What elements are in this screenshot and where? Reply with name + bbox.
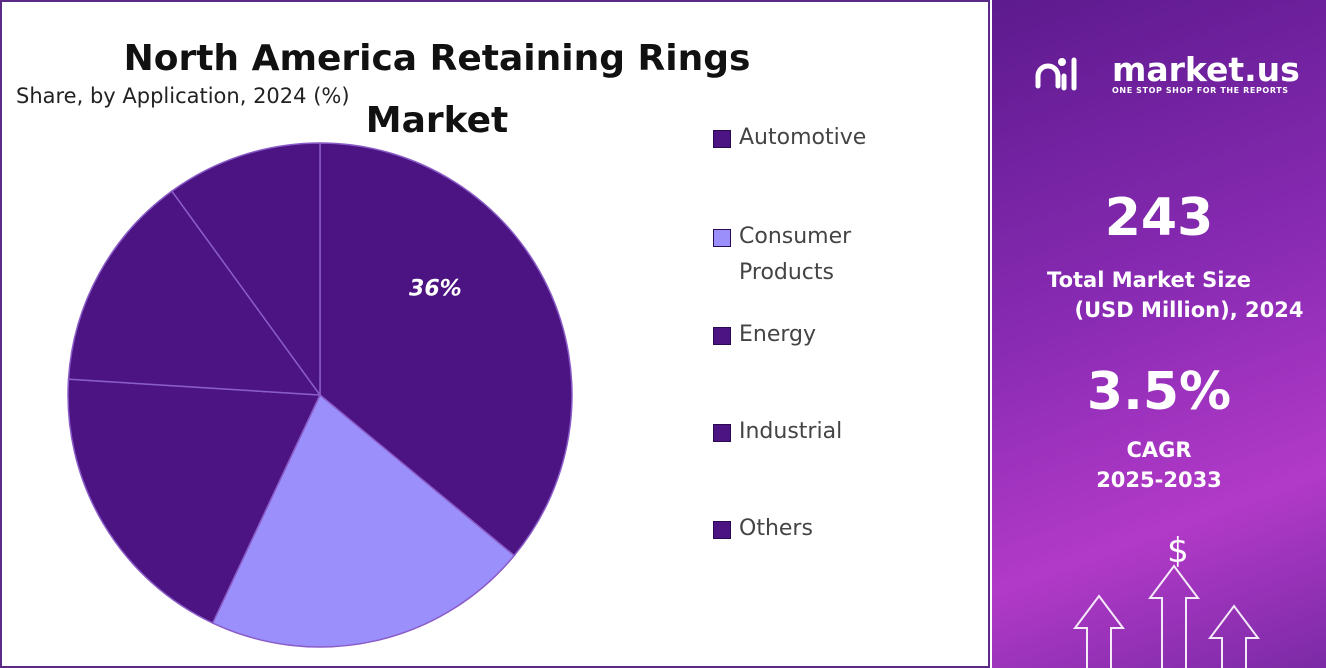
- market-size-label: Total Market Size: [1047, 268, 1251, 292]
- pie-slice: [67, 378, 322, 625]
- data-label: 36%: [409, 277, 462, 302]
- legend-label: Others: [739, 516, 813, 541]
- pie-slice: [319, 142, 573, 557]
- legend-swatch: [713, 327, 731, 345]
- legend-label: Energy: [739, 322, 817, 347]
- brand: market.us: [1112, 50, 1300, 89]
- cagr-label: 2025-2033: [1096, 468, 1222, 492]
- pie-slice: [67, 190, 322, 396]
- cagr-label: CAGR: [1126, 438, 1192, 462]
- decoration: $: [1035, 57, 1260, 668]
- side-panel: $ market.us ONE STOP SHOP FOR THE REPORT…: [992, 0, 1326, 668]
- cagr: 3.5%: [1086, 362, 1232, 422]
- pie-slice: [211, 393, 516, 648]
- market-size-label: (USD Million), 2024: [1074, 298, 1304, 322]
- chart-title: North America Retaining Rings Market: [123, 38, 751, 141]
- svg-text:$: $: [1167, 531, 1189, 571]
- legend-swatch: [713, 521, 731, 539]
- market-size: 243: [1104, 188, 1214, 248]
- legend-label: Consumer Products: [739, 224, 852, 285]
- chart-subtitle: Share, by Application, 2024 (%): [16, 84, 350, 108]
- legend-swatch: [713, 229, 731, 247]
- legend-label: Industrial: [739, 419, 843, 444]
- legend-label: Automotive: [739, 125, 867, 150]
- legend-swatch: [713, 130, 731, 148]
- pie-slice: [170, 142, 321, 398]
- legend-swatch: [713, 424, 731, 442]
- tagline: ONE STOP SHOP FOR THE REPORTS: [1112, 86, 1289, 95]
- pie-chart: 36%: [67, 142, 573, 648]
